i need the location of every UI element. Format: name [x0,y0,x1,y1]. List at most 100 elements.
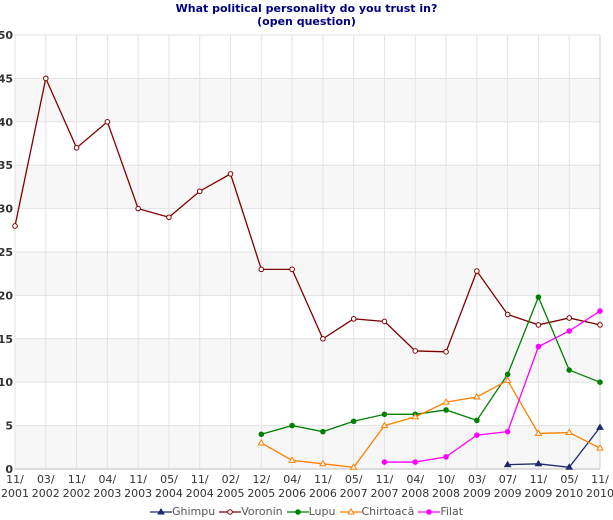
legend-item-filat[interactable]: Filat [418,505,463,518]
x-tick-label: 10/2008 [432,473,460,500]
point-chirtoac [349,463,358,470]
point-ghimpu [596,423,604,430]
point-filat [443,454,449,460]
legend-label: Voronin [241,505,283,518]
x-tick-label: 12/2005 [247,473,275,500]
point-lupu [289,422,295,429]
point-chirtoac [319,459,327,467]
legend: Ghimpu Voronin Lupu Chirtoacă Filat [0,505,613,518]
point-filat [504,428,511,435]
series-line-lupu [261,295,601,435]
x-tick-label: 11/2006 [309,473,337,500]
x-tick-label: 05/2010 [555,473,583,500]
point-voronin [474,268,480,274]
point-voronin [320,336,326,342]
series-line-filat [384,310,601,463]
point-chirtoac [442,398,450,405]
point-lupu [258,431,265,438]
y-tick-label: 25 [0,246,13,259]
subtitle: (open question) [257,15,356,28]
legend-item-chirtoac[interactable]: Chirtoacă [339,505,415,518]
point-filat [597,308,603,314]
point-lupu [474,417,480,424]
point-lupu [350,418,357,425]
legend-item-voronin[interactable]: Voronin [219,505,283,518]
x-tick-label: 03/2009 [463,473,491,500]
point-lupu [504,371,511,378]
x-tick-label: 05/2007 [340,473,368,500]
point-chirtoac [596,444,604,451]
point-voronin [443,349,449,355]
point-chirtoac [288,456,296,463]
line-chart: 0510152025303540455011/200103/200211/200… [0,29,613,500]
point-chirtoac [257,438,266,446]
point-filat [412,459,419,465]
legend-marker-icon [339,508,362,515]
y-tick-label: 50 [0,29,13,42]
point-voronin [104,119,111,125]
point-ghimpu [503,460,512,468]
x-tick-label: 11/2004 [186,473,214,500]
point-voronin [73,145,80,151]
point-lupu [443,407,449,413]
title: What political personality do you trust … [175,2,438,15]
legend-marker-icon [219,509,242,515]
legend-label: Lupu [308,505,336,518]
point-chirtoac [380,421,389,429]
point-voronin [135,205,141,212]
legend-item-lupu[interactable]: Lupu [286,505,336,518]
y-tick-label: 35 [0,159,13,172]
y-tick-label: 5 [5,420,13,433]
legend-marker-icon [418,509,441,515]
point-voronin [166,214,172,221]
point-lupu [381,411,388,418]
y-tick-label: 15 [0,333,13,346]
series-line-ghimpu [507,426,601,468]
x-tick-label: 11/2003 [124,473,152,500]
point-chirtoac [503,376,512,383]
y-tick-label: 20 [0,289,13,302]
point-chirtoac [534,429,543,436]
grid-band [15,338,600,383]
point-voronin [12,223,18,229]
legend-label: Ghimpu [171,505,216,518]
point-filat [535,343,542,350]
point-voronin [504,311,511,318]
x-tick-label: 05/2004 [155,473,183,500]
point-chirtoac [565,428,574,436]
point-voronin [227,171,234,177]
point-voronin [289,266,295,273]
point-voronin [535,322,542,328]
legend-item-ghimpu[interactable]: Ghimpu [149,505,216,518]
legend-marker-icon [286,509,309,515]
point-filat [381,459,388,465]
point-lupu [320,428,326,435]
point-voronin [258,266,265,273]
point-chirtoac [411,412,420,420]
x-tick-label: 11/2002 [63,473,91,500]
y-tick-label: 0 [5,463,13,476]
point-filat [474,432,480,438]
x-tick-label: 02/2005 [217,473,245,500]
x-tick-label: 11/2001 [1,473,29,500]
point-lupu [535,294,542,300]
y-tick-label: 45 [0,72,13,85]
legend-label: Chirtoacă [361,505,415,518]
legend-marker-icon [149,508,172,515]
x-tick-label: 07/2009 [494,473,522,500]
series-line-voronin [14,76,601,353]
point-ghimpu [565,463,574,470]
y-tick-label: 40 [0,116,13,129]
point-ghimpu [534,459,543,467]
y-tick-label: 10 [0,376,13,389]
y-tick-label: 30 [0,203,13,216]
x-tick-label: 11/2007 [370,473,398,500]
point-voronin [597,322,603,328]
point-voronin [350,316,357,322]
point-voronin [566,315,573,321]
point-voronin [42,75,49,82]
grid-band [15,78,600,122]
x-tick-label: 11/2009 [524,473,552,500]
chart-title: What political personality do you trust … [0,2,613,28]
x-tick-label: 04/2003 [93,473,121,500]
